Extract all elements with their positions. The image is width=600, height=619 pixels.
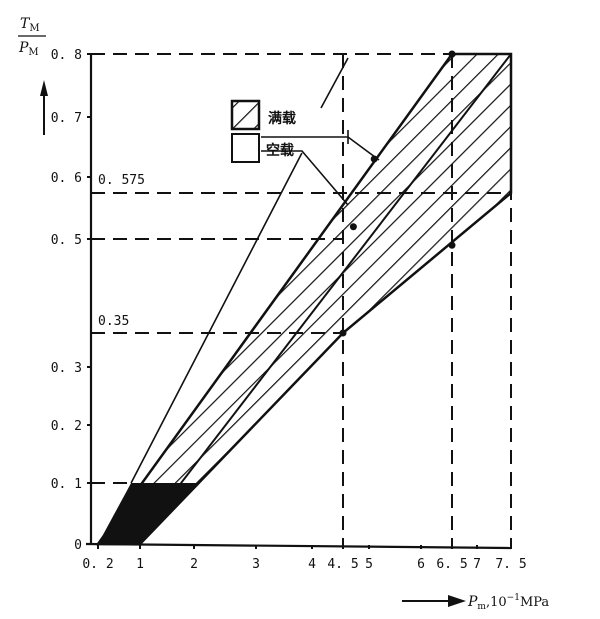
x-tick-label: 7. 5 xyxy=(495,557,526,572)
legend-leader-arrow xyxy=(320,57,349,109)
x-axis-label: Pm,10−1MPa xyxy=(402,593,549,612)
x-tick-label: 3 xyxy=(252,557,260,572)
y-label-denominator: PM xyxy=(18,40,39,58)
x-label-text: Pm,10−1MPa xyxy=(467,593,549,612)
y-tick-label: 0. 3 xyxy=(51,361,82,376)
x-axis-line xyxy=(85,542,512,550)
x-tick-label: 7 xyxy=(473,557,481,572)
legend-label-full-load: 满载 xyxy=(268,110,296,127)
x-tick-label: 4. 5 xyxy=(327,557,358,572)
y-tick-label: 0. 5 xyxy=(51,233,82,248)
y-tick-label: 0. 6 xyxy=(51,171,82,186)
y-arrowhead-icon xyxy=(40,80,48,96)
y-tick-label: 0. 8 xyxy=(51,48,82,63)
x-tick-label: 6 xyxy=(417,557,425,572)
y-tick-label: 0 xyxy=(74,538,82,553)
tick-labels: 0 0. 1 0. 2 0. 3 0. 5 0. 6 0. 7 0. 8 0. 2 1 2 3 4 4. … xyxy=(51,48,527,572)
marked-point-1 xyxy=(349,223,357,231)
legend-leader-empty-load xyxy=(261,150,349,206)
x-tick-label: 1 xyxy=(136,557,144,572)
x-tick-label: 2 xyxy=(190,557,198,572)
x-tick-label: 0. 2 xyxy=(82,557,113,572)
marked-point-4 xyxy=(448,241,456,249)
y-label-numerator: TM xyxy=(20,16,40,34)
legend-leader-full-load xyxy=(261,136,380,161)
y-axis-label: TM PM xyxy=(18,16,48,135)
empty-load-line xyxy=(130,152,303,484)
y-tick-label: 0. 2 xyxy=(51,419,82,434)
x-tick-label: 6. 5 xyxy=(436,557,467,572)
annotation-1: 0.35 xyxy=(98,314,129,329)
middle-line xyxy=(166,53,512,502)
x-tick-label: 4 xyxy=(308,557,316,572)
full-load-band-area xyxy=(95,52,513,546)
full-load-band xyxy=(95,50,513,546)
legend-swatch-empty-load xyxy=(231,133,260,163)
marked-point-0 xyxy=(339,329,347,337)
annotation-0: 0. 575 xyxy=(98,173,145,188)
marked-point-3 xyxy=(448,50,456,58)
y-tick-label: 0. 7 xyxy=(51,111,82,126)
y-tick-label: 0. 1 xyxy=(51,477,82,492)
low-region-solid xyxy=(98,483,201,544)
axes xyxy=(85,54,512,550)
x-arrowhead-icon xyxy=(448,595,466,607)
legend-swatch-full-load xyxy=(230,99,261,131)
x-tick-label: 5 xyxy=(365,557,373,572)
